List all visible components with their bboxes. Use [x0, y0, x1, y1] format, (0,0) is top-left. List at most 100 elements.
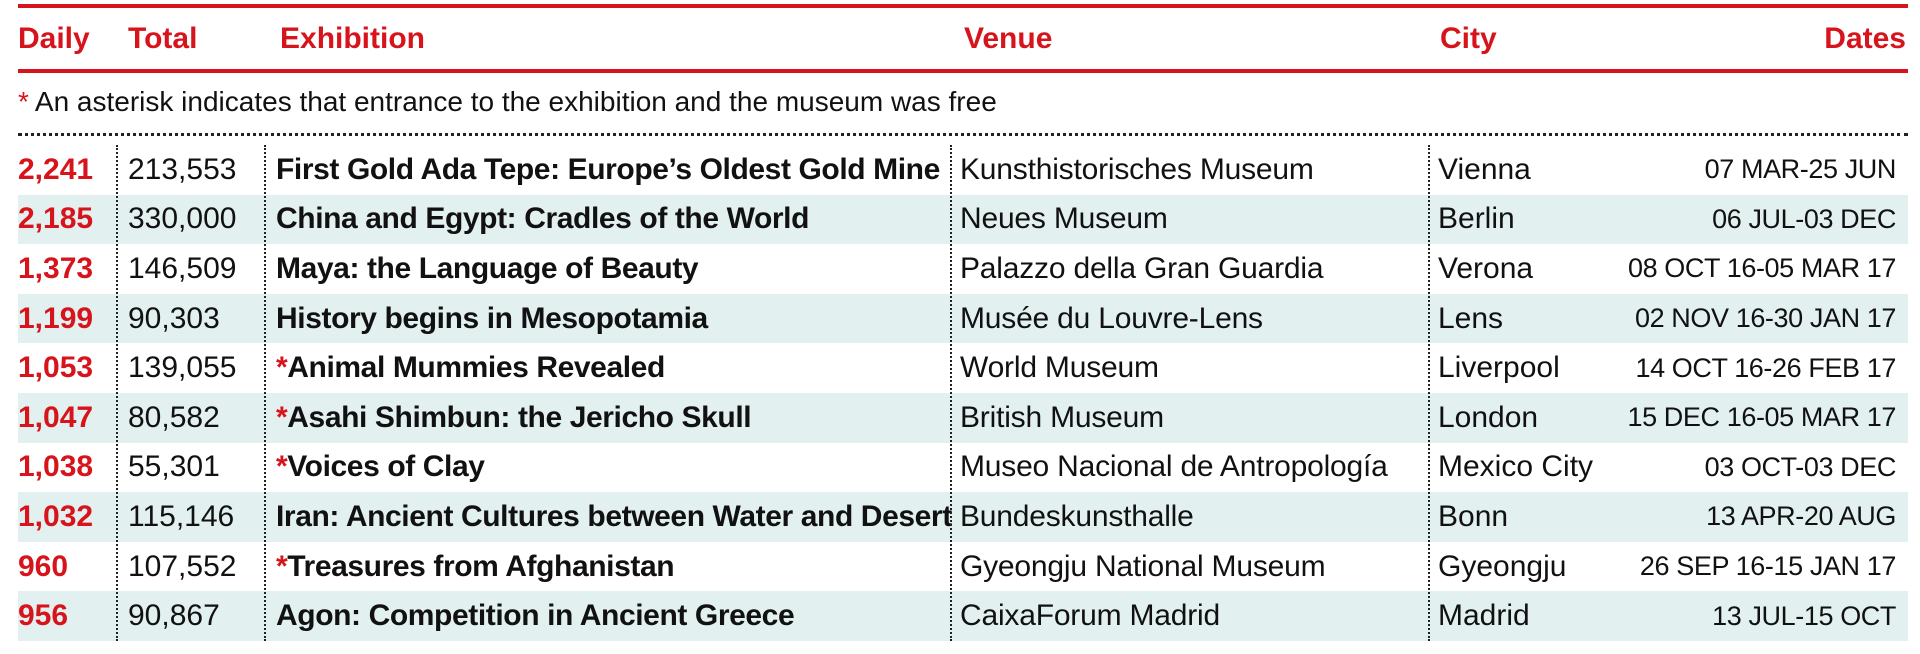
city-name: Gyeongju [1438, 549, 1567, 583]
total-visitors: 107,552 [128, 549, 237, 583]
free-entry-asterisk: * [276, 549, 288, 583]
note-text: An asterisk indicates that entrance to t… [34, 86, 997, 117]
note-asterisk: * [18, 86, 29, 117]
exhibition-dates: 02 NOV 16-30 JAN 17 [1634, 303, 1896, 334]
city-name: Mexico City [1438, 450, 1594, 484]
header-exhibition: Exhibition [280, 22, 425, 55]
city-name: Bonn [1438, 499, 1509, 533]
venue-name: Neues Museum [960, 202, 1168, 236]
total-visitors: 146,509 [128, 251, 237, 285]
header-daily: Daily [18, 22, 90, 55]
table-row: 1,038 55,301 * Voices of Clay Museo Nacional… [18, 443, 1908, 493]
daily-visitors: 1,199 [18, 301, 94, 335]
total-visitors: 330,000 [128, 202, 237, 236]
table-row: 956 90,867 Agon: Competition in Ancient Gr… [18, 591, 1908, 641]
total-visitors: 213,553 [128, 152, 237, 186]
free-entry-asterisk: * [276, 400, 288, 434]
daily-visitors: 1,038 [18, 450, 94, 484]
exhibition-dates: 13 JUL-15 OCT [1712, 600, 1896, 631]
venue-name: Bundeskunsthalle [960, 499, 1194, 533]
free-entry-asterisk: * [276, 351, 288, 385]
exhibition-title: Iran: Ancient Cultures between Water and… [276, 499, 952, 533]
exhibition-dates: 13 APR-20 AUG [1706, 501, 1896, 532]
column-divider [264, 145, 266, 641]
table-row: 1,199 90,303 History begins in Mesopotamia… [18, 293, 1908, 344]
exhibition-title: Agon: Competition in Ancient Greece [276, 599, 795, 633]
city-name: Verona [1438, 251, 1534, 285]
venue-name: World Museum [960, 351, 1159, 385]
free-entry-asterisk: * [276, 450, 288, 484]
city-name: Madrid [1438, 599, 1530, 633]
exhibition-title: Treasures from Afghanistan [287, 549, 675, 583]
exhibition-title: History begins in Mesopotamia [276, 301, 708, 335]
total-visitors: 90,867 [128, 599, 220, 633]
exhibition-title: China and Egypt: Cradles of the World [276, 202, 810, 236]
exhibition-dates: 15 DEC 16-05 MAR 17 [1627, 402, 1896, 433]
exhibition-name: China and Egypt: Cradles of the World [276, 195, 809, 245]
city-name: London [1438, 400, 1539, 434]
exhibition-title: Animal Mummies Revealed [287, 351, 665, 385]
table-row: 960 107,552 * Treasures from Afghanistan Gye… [18, 542, 1908, 592]
city-name: Liverpool [1438, 351, 1560, 385]
city-name: Vienna [1438, 152, 1531, 186]
total-visitors: 139,055 [128, 351, 237, 385]
daily-visitors: 1,047 [18, 400, 94, 434]
column-divider [1428, 145, 1430, 641]
venue-name: Kunsthistorisches Museum [960, 152, 1314, 186]
exhibition-name: * Asahi Shimbun: the Jericho Skull [276, 393, 752, 443]
venue-name: CaixaForum Madrid [960, 599, 1221, 633]
venue-name: Gyeongju National Museum [960, 549, 1326, 583]
venue-name: Musée du Louvre-Lens [960, 301, 1263, 335]
daily-visitors: 1,053 [18, 351, 94, 385]
exhibition-title: First Gold Ada Tepe: Europe’s Oldest Gol… [276, 152, 940, 186]
exhibition-name: * Voices of Clay [276, 443, 485, 493]
exhibition-title: Maya: the Language of Beauty [276, 251, 699, 285]
daily-visitors: 2,241 [18, 152, 94, 186]
exhibition-dates: 14 OCT 16-26 FEB 17 [1635, 352, 1896, 383]
header-venue: Venue [964, 22, 1053, 55]
daily-visitors: 1,373 [18, 251, 94, 285]
table-row: 1,373 146,509 Maya: the Language of Beauty… [18, 244, 1908, 294]
total-visitors: 55,301 [128, 450, 220, 484]
exhibition-name: * Animal Mummies Revealed [276, 343, 665, 393]
total-visitors: 115,146 [128, 499, 235, 533]
column-divider [950, 145, 952, 641]
daily-visitors: 1,032 [18, 499, 94, 533]
exhibition-name: History begins in Mesopotamia [276, 294, 708, 344]
daily-visitors: 2,185 [18, 202, 94, 236]
header-rule [18, 69, 1908, 73]
exhibition-dates: 06 JUL-03 DEC [1712, 203, 1896, 234]
exhibition-title: Voices of Clay [287, 450, 485, 484]
exhibition-title: Asahi Shimbun: the Jericho Skull [287, 400, 752, 434]
venue-name: Museo Nacional de Antropología [960, 450, 1388, 484]
exhibition-name: Maya: the Language of Beauty [276, 244, 699, 294]
total-visitors: 80,582 [128, 400, 220, 434]
venue-name: Palazzo della Gran Guardia [960, 251, 1324, 285]
header-city: City [1440, 22, 1497, 55]
table-row: 2,241 213,553 First Gold Ada Tepe: Europe’… [18, 145, 1908, 195]
exhibition-name: Agon: Competition in Ancient Greece [276, 591, 795, 641]
table-row: 1,032 115,146 Iran: Ancient Cultures betwe… [18, 492, 1908, 542]
exhibition-dates: 03 OCT-03 DEC [1704, 451, 1897, 482]
daily-visitors: 960 [18, 549, 69, 583]
asterisk-note: * An asterisk indicates that entrance to… [18, 80, 997, 124]
exhibition-table: 2,241 213,553 First Gold Ada Tepe: Europe’… [18, 145, 1908, 641]
header-dates: Dates [1824, 22, 1906, 55]
column-divider [116, 145, 118, 641]
table-row: 1,047 80,582 * Asahi Shimbun: the Jericho S… [18, 392, 1908, 443]
exhibition-dates: 26 SEP 16-15 JAN 17 [1639, 551, 1896, 582]
exhibition-dates: 07 MAR-25 JUN [1704, 154, 1897, 185]
venue-name: British Museum [960, 400, 1164, 434]
top-rule [18, 4, 1908, 8]
daily-visitors: 956 [18, 599, 69, 633]
exhibition-dates: 08 OCT 16-05 MAR 17 [1627, 253, 1896, 284]
total-visitors: 90,303 [128, 301, 220, 335]
header-total: Total [128, 22, 198, 55]
exhibition-name: Iran: Ancient Cultures between Water and… [276, 492, 952, 542]
exhibition-name: * Treasures from Afghanistan [276, 542, 675, 592]
city-name: Lens [1438, 301, 1504, 335]
city-name: Berlin [1438, 202, 1515, 236]
exhibition-name: First Gold Ada Tepe: Europe’s Oldest Gol… [276, 145, 940, 195]
table-row: 2,185 330,000 China and Egypt: Cradles of … [18, 194, 1908, 245]
